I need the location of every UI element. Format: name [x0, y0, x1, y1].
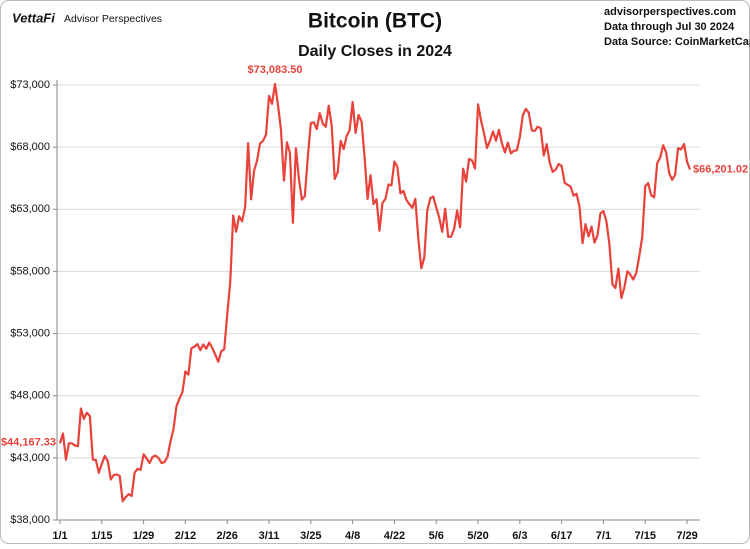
- value-label: $73,083.50: [247, 64, 302, 76]
- x-tick-label: 6/3: [512, 530, 527, 542]
- x-tick-label: 6/17: [551, 530, 572, 542]
- y-tick-label: $68,000: [10, 141, 50, 153]
- value-label: $44,167.33: [1, 436, 56, 448]
- source-line: advisorperspectives.com: [604, 6, 736, 18]
- x-tick-label: 7/15: [635, 530, 656, 542]
- x-tick-label: 4/22: [384, 530, 405, 542]
- x-tick-label: 2/12: [175, 530, 196, 542]
- plot-area: $38,000 $43,000 $48,000 $53,000 $58,000 $63,0…: [1, 64, 748, 542]
- x-tick-label: 4/8: [345, 530, 360, 542]
- x-tick-label: 7/29: [676, 530, 697, 542]
- brand-subtitle: Advisor Perspectives: [64, 13, 162, 25]
- y-tick-label: $53,000: [10, 327, 50, 339]
- y-tick-label: $73,000: [10, 79, 50, 91]
- y-tick-label: $63,000: [10, 203, 50, 215]
- y-tick-label: $48,000: [10, 390, 50, 402]
- chart-title: Bitcoin (BTC): [308, 10, 442, 33]
- x-tick-label: 1/1: [52, 530, 67, 542]
- x-tick-label: 5/6: [429, 530, 444, 542]
- x-tick-label: 5/20: [467, 530, 488, 542]
- y-tick-label: $43,000: [10, 452, 50, 464]
- x-tick-label: 1/15: [91, 530, 112, 542]
- source-line: Data Source: CoinMarketCap: [604, 36, 750, 48]
- chart-subtitle: Daily Closes in 2024: [298, 43, 452, 60]
- x-tick-label: 3/25: [300, 530, 321, 542]
- x-tick-label: 1/29: [133, 530, 154, 542]
- x-tick-label: 3/11: [259, 530, 280, 542]
- y-tick-label: $58,000: [10, 265, 50, 277]
- x-tick-label: 7/1: [596, 530, 611, 542]
- source-line: Data through Jul 30 2024: [604, 21, 735, 33]
- brand: VettaFi: [12, 10, 55, 25]
- y-tick-label: $38,000: [10, 514, 50, 526]
- x-tick-label: 2/26: [217, 530, 238, 542]
- data-line: [58, 82, 692, 503]
- value-label: $66,201.02: [693, 163, 748, 175]
